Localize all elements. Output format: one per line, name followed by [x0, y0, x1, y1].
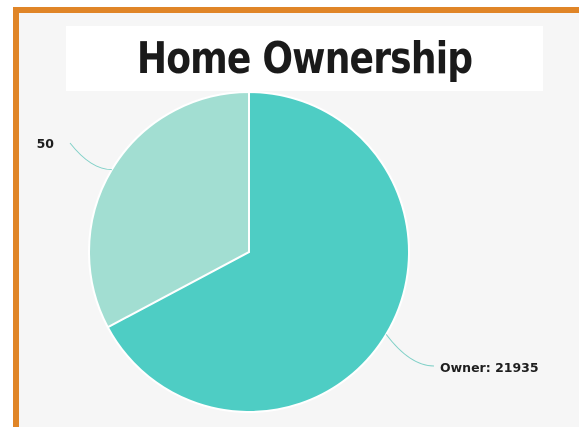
leader-line-0 [385, 334, 435, 367]
pie-slice-0 [106, 90, 410, 413]
slice-label-1: 50 [37, 136, 55, 151]
title-box: Home Ownership [66, 26, 543, 91]
chart-title: Home Ownership [136, 33, 473, 84]
slice-label-0: Owner: 21935 [440, 360, 539, 375]
leader-line-1 [69, 142, 112, 171]
